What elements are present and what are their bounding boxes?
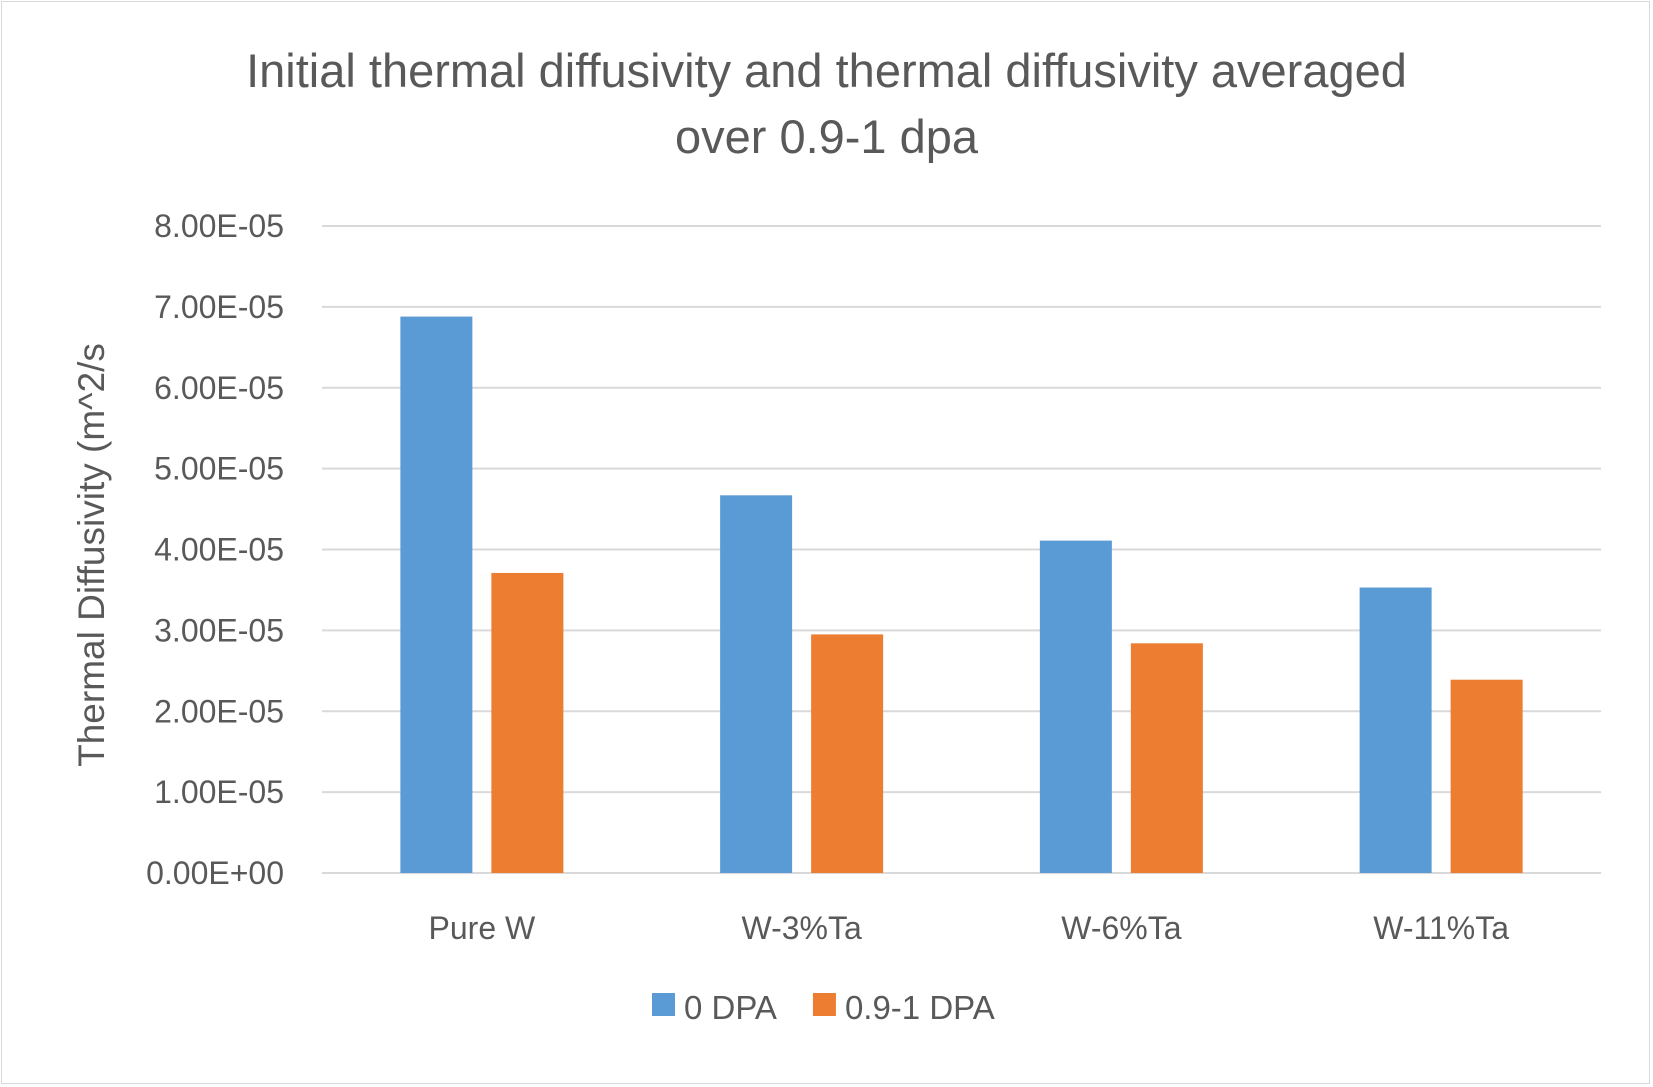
y-tick-label: 5.00E-05 [154,451,284,487]
legend-label: 0 DPA [684,989,777,1026]
y-tick-label: 0.00E+00 [146,855,284,891]
bar [811,634,884,873]
y-axis-title: Thermal Diffusivity (m^2/s [71,343,112,767]
y-axis-tick-labels: 0.00E+00 1.00E-05 2.00E-05 3.00E-05 4.00E-05… [146,208,284,891]
bar [400,316,473,874]
bar [1450,679,1523,873]
legend-label: 0.9-1 DPA [845,989,995,1026]
bar [720,495,793,873]
y-tick-label: 4.00E-05 [154,532,284,568]
bar [1039,540,1112,873]
bar [1359,587,1432,873]
bar [491,572,564,873]
y-tick-label: 8.00E-05 [154,208,284,244]
legend: 0 DPA 0.9-1 DPA [652,989,995,1026]
y-tick-label: 1.00E-05 [154,774,284,810]
bar [1130,643,1203,873]
chart-title-line-2: over 0.9-1 dpa [674,110,979,163]
legend-swatch [812,993,836,1016]
y-tick-label: 7.00E-05 [154,289,284,325]
chart-title: Initial thermal diffusivity and thermal … [0,38,1653,170]
x-axis-tick-labels: Pure W W-3%Ta W-6%Ta W-11%Ta [429,910,1510,946]
chart-title-line-1: Initial thermal diffusivity and thermal … [246,44,1407,97]
x-tick-label: W-6%Ta [1061,910,1182,946]
x-tick-label: W-3%Ta [741,910,862,946]
x-tick-label: W-11%Ta [1373,910,1509,946]
y-tick-label: 3.00E-05 [154,612,284,648]
y-tick-label: 6.00E-05 [154,370,284,406]
bars [400,316,1523,874]
y-tick-label: 2.00E-05 [154,693,284,729]
legend-swatch [652,993,675,1016]
x-tick-label: Pure W [429,910,536,946]
